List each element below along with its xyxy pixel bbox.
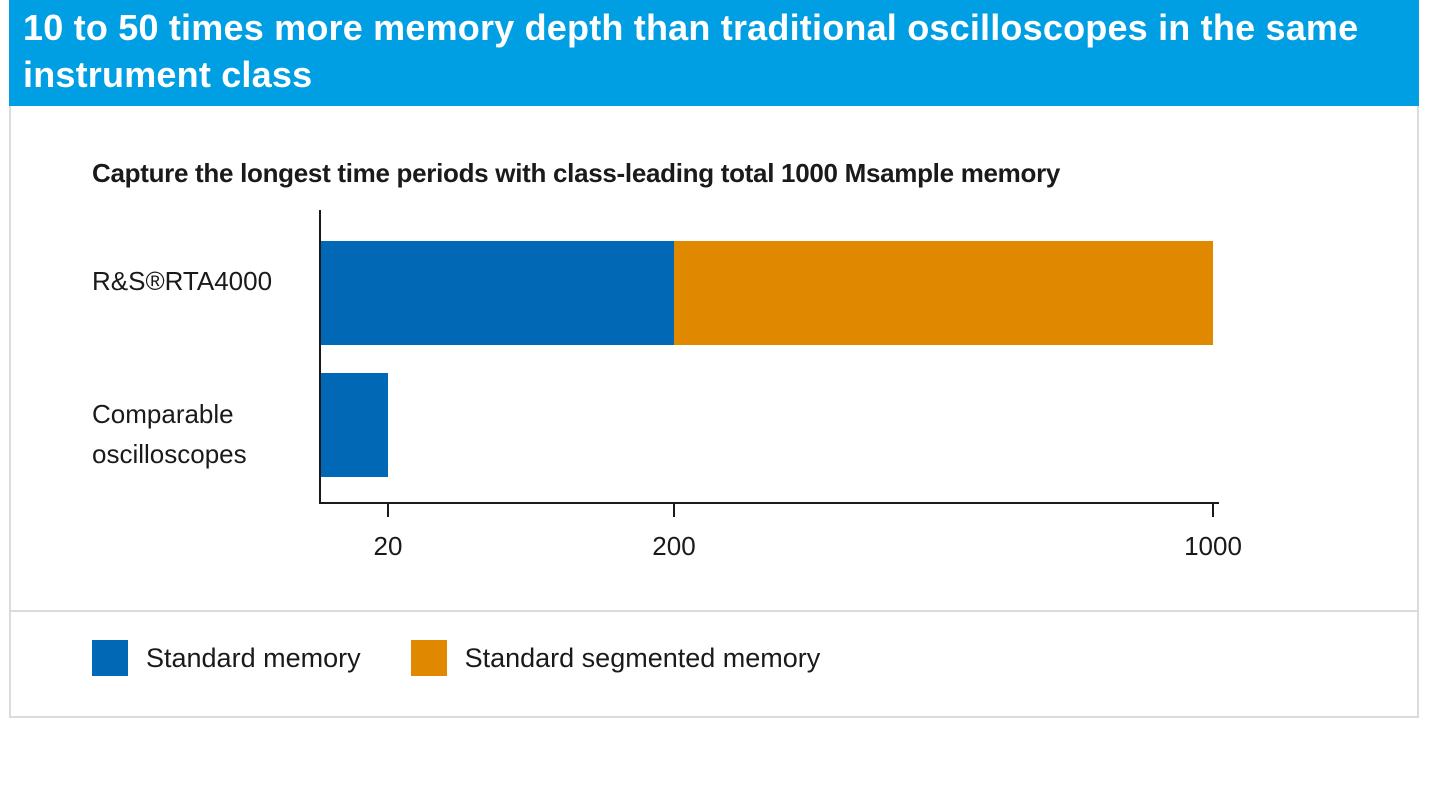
category-label: R&S®RTA4000 — [92, 266, 272, 296]
header-banner: 10 to 50 times more memory depth than tr… — [9, 0, 1419, 106]
chart-title: Capture the longest time periods with cl… — [92, 158, 1061, 188]
category-label: Comparable — [92, 399, 234, 429]
bar-comparable-standard — [320, 373, 388, 477]
bar-rta4000-segmented — [674, 241, 1213, 345]
legend-swatch-standard-memory — [92, 640, 128, 676]
x-tick-label: 1000 — [1184, 531, 1242, 561]
legend-label-standard-memory: Standard memory — [146, 642, 361, 673]
legend-item-standard-memory: Standard memory — [92, 640, 361, 676]
page-title: 10 to 50 times more memory depth than tr… — [23, 7, 1359, 95]
legend-item-segmented-memory: Standard segmented memory — [410, 640, 821, 676]
category-label: oscilloscopes — [92, 439, 247, 469]
legend-label-segmented-memory: Standard segmented memory — [464, 642, 821, 673]
x-tick-label: 200 — [652, 531, 695, 561]
bar-chart: R&S®RTA4000 Comparable oscilloscopes 20 200 1… — [92, 210, 1242, 561]
bar-rta4000-standard — [320, 241, 674, 345]
legend-swatch-segmented-memory — [410, 640, 447, 676]
legend: Standard memory Standard segmented memor… — [92, 640, 870, 676]
chart-panel — [9, 0, 1419, 718]
legend-divider — [9, 610, 1419, 612]
x-tick-label: 20 — [374, 531, 403, 561]
